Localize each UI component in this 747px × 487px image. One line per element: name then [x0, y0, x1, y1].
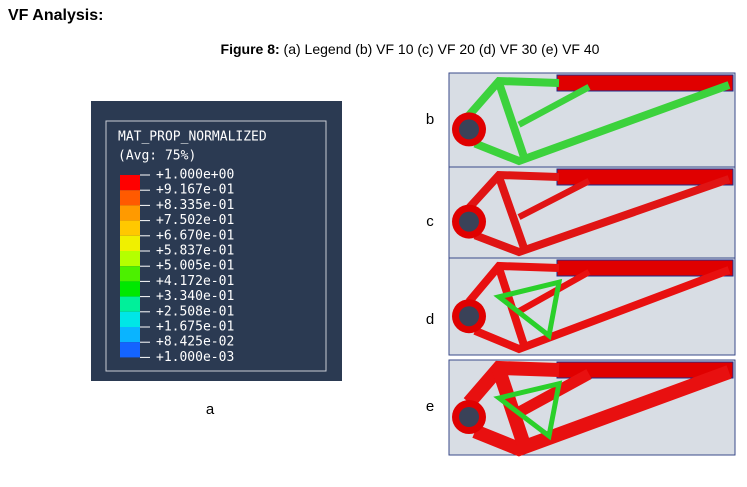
structure — [472, 365, 732, 457]
caption-text: (a) Legend (b) VF 10 (c) VF 20 (d) VF 30… — [284, 41, 600, 57]
panel-label: b — [426, 111, 434, 128]
caption-label: Figure 8: — [221, 41, 280, 57]
structure — [517, 84, 591, 128]
legend-title: MAT_PROP_NORMALIZED — [118, 130, 267, 145]
legend-label: +5.837e-01 — [156, 244, 234, 259]
caption: Figure 8: (a) Legend (b) VF 10 (c) VF 20… — [221, 41, 600, 57]
legend-label: +4.172e-01 — [156, 274, 234, 289]
legend-label: +8.335e-01 — [156, 198, 234, 213]
legend-label: +2.508e-01 — [156, 304, 234, 319]
legend-label: +5.005e-01 — [156, 259, 234, 274]
structure — [516, 369, 592, 418]
structure — [495, 81, 528, 159]
hub-hole — [459, 306, 479, 327]
topology-image — [448, 257, 736, 356]
panel-label: e — [426, 398, 434, 415]
legend-swatch — [120, 266, 140, 282]
panels: a b c d e — [206, 72, 736, 457]
panel-label: c — [426, 213, 434, 230]
hub-hole — [459, 211, 479, 232]
legend-label: +9.167e-01 — [156, 183, 234, 198]
legend-subtitle: (Avg: 75%) — [118, 149, 196, 164]
structure — [493, 380, 563, 441]
legend-swatch — [120, 190, 140, 206]
structure — [495, 175, 528, 250]
legend-swatch — [120, 342, 140, 358]
legend-scale: +1.000e+00+9.167e-01+8.335e-01+7.502e-01… — [120, 168, 234, 365]
heading: VF Analysis: — [8, 7, 103, 24]
legend-swatch — [120, 251, 140, 267]
legend-label: +1.675e-01 — [156, 320, 234, 335]
structure — [493, 278, 563, 341]
structure — [473, 266, 731, 354]
legend-swatch — [120, 235, 140, 251]
structure — [463, 360, 560, 408]
legend-label: +1.000e-03 — [156, 350, 234, 365]
legend-swatch — [120, 281, 140, 297]
legend-label: +6.670e-01 — [156, 228, 234, 243]
topology-image — [448, 359, 736, 457]
legend-label: +8.425e-02 — [156, 335, 234, 350]
structure — [517, 269, 591, 315]
structure — [473, 81, 731, 166]
structure — [466, 170, 560, 211]
panel-label: d — [426, 311, 434, 328]
legend-label: +1.000e+00 — [156, 168, 234, 183]
hub-hole — [459, 407, 479, 427]
legend-swatch — [120, 205, 140, 221]
legend-swatch — [120, 296, 140, 312]
structure — [517, 178, 591, 220]
hub-hole — [459, 119, 479, 140]
topology-image — [448, 72, 736, 168]
legend-frame — [105, 120, 327, 372]
legend-swatch — [120, 220, 140, 236]
structure — [473, 175, 731, 257]
legend-label: +7.502e-01 — [156, 213, 234, 228]
panel-label: a — [206, 401, 215, 418]
topology-image — [448, 166, 736, 259]
legend-swatch — [120, 311, 140, 327]
legend-swatch — [120, 327, 140, 343]
structure — [465, 76, 560, 118]
legend-swatch — [120, 175, 140, 191]
structure — [465, 261, 560, 305]
legend-label: +3.340e-01 — [156, 289, 234, 304]
